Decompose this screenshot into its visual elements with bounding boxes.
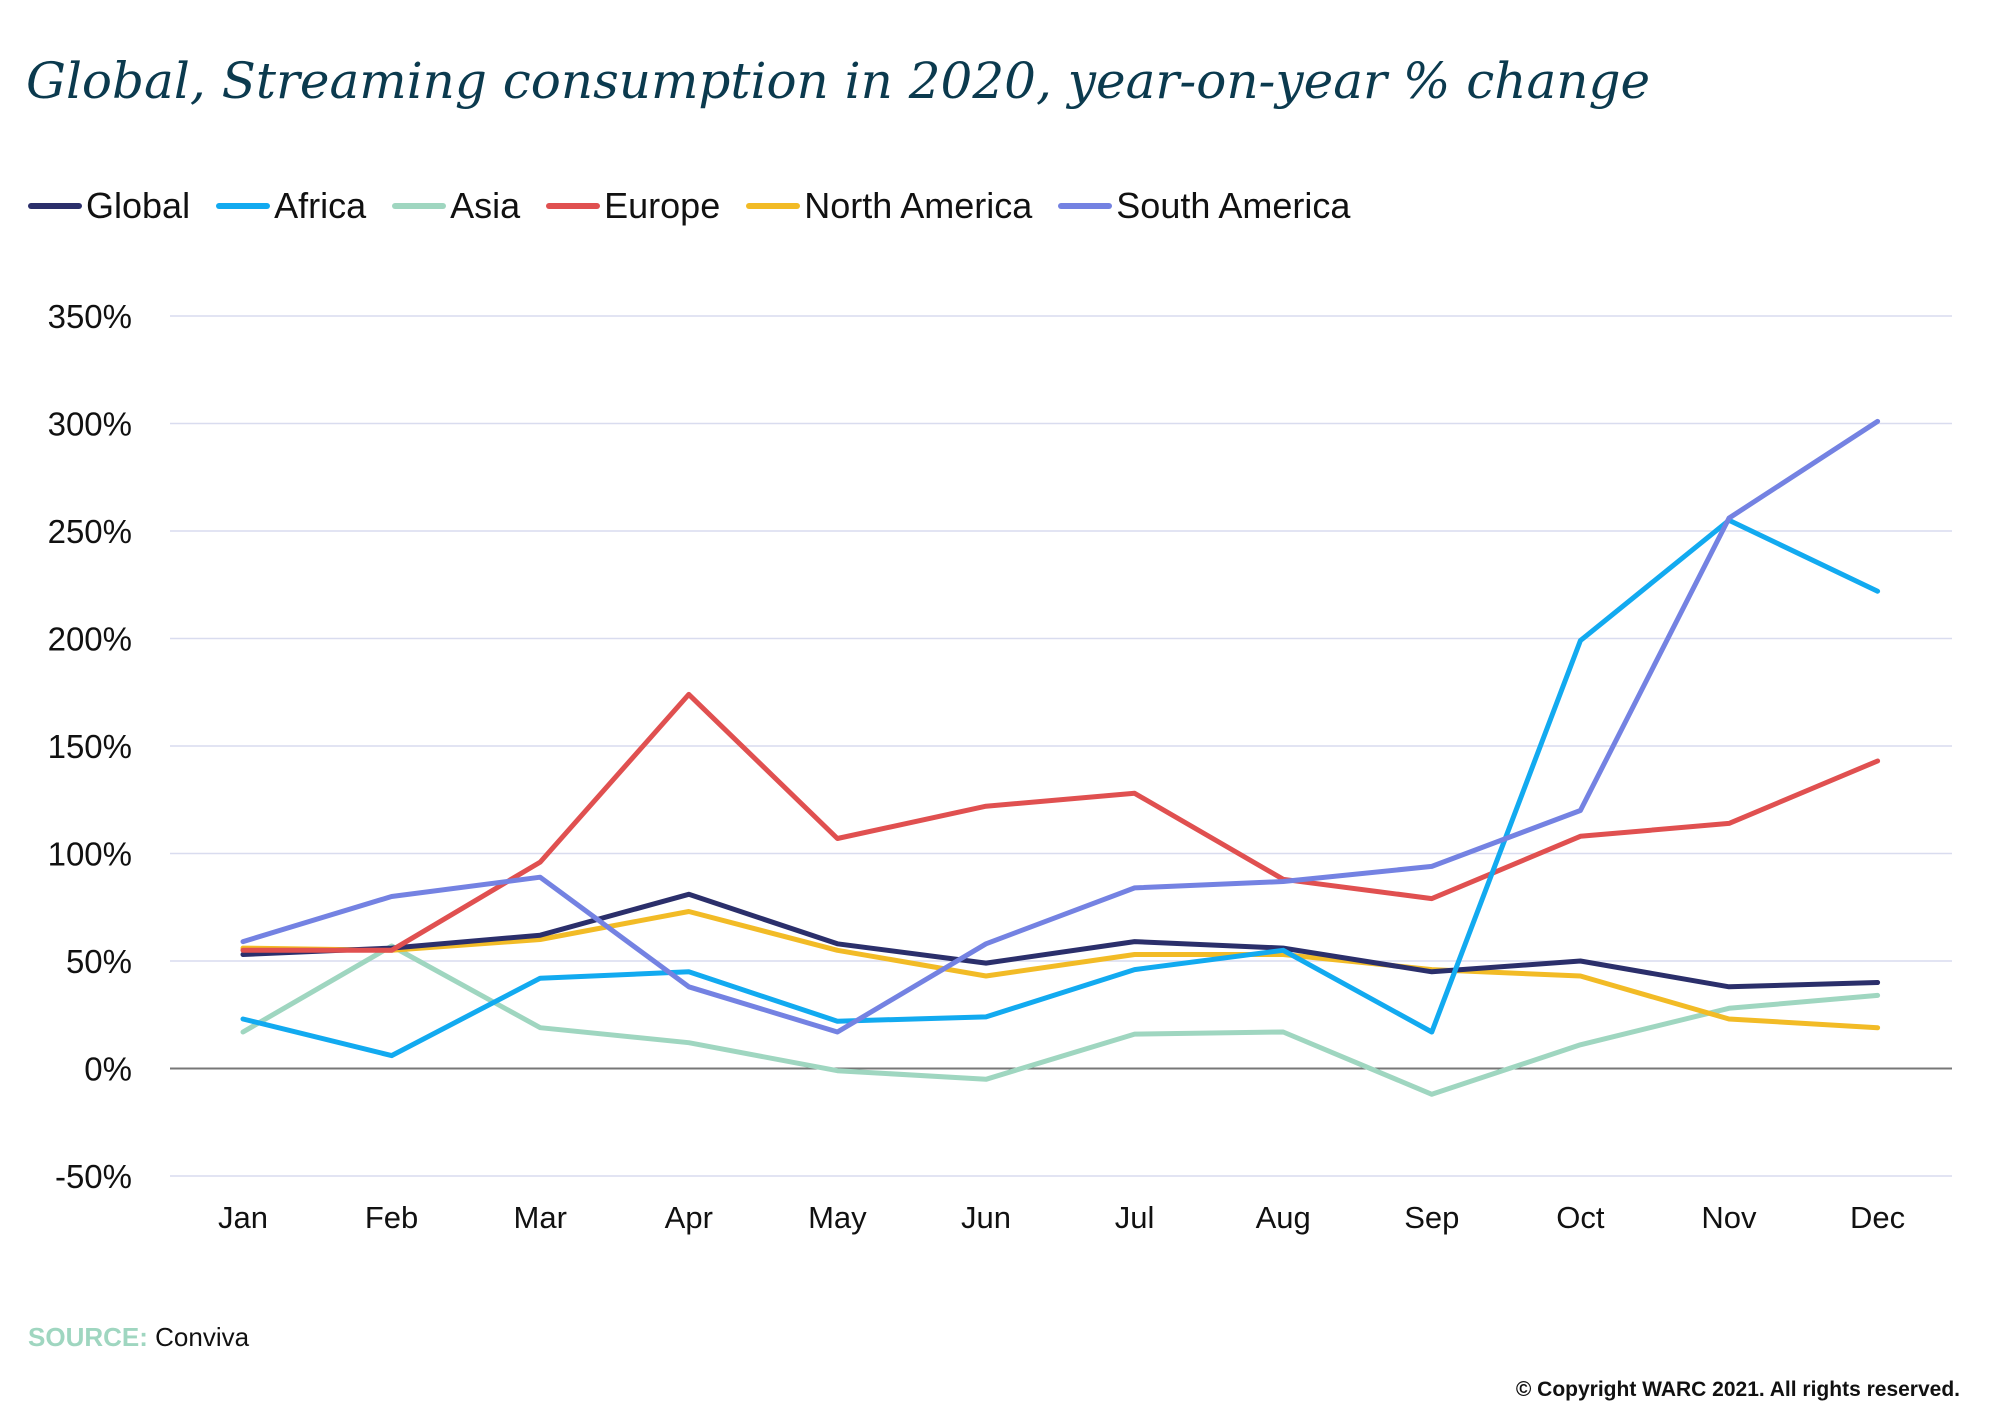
y-tick-label: 300% bbox=[48, 406, 132, 443]
x-tick-label: Oct bbox=[1556, 1200, 1605, 1235]
x-tick-label: Mar bbox=[514, 1200, 567, 1235]
series-line-south-america bbox=[240, 418, 1881, 1035]
x-tick-label: Feb bbox=[365, 1200, 418, 1235]
legend-label: Europe bbox=[604, 185, 721, 226]
x-tick-label: Aug bbox=[1256, 1200, 1311, 1235]
legend-label: Global bbox=[86, 185, 191, 226]
series-line-asia bbox=[240, 943, 1881, 1097]
x-tick-label: Jun bbox=[961, 1200, 1011, 1235]
y-tick-label: 100% bbox=[48, 836, 132, 873]
legend-item-asia: Asia bbox=[392, 185, 520, 227]
source-value: Conviva bbox=[155, 1322, 250, 1352]
legend-label: Africa bbox=[274, 185, 367, 226]
series-line-global bbox=[240, 891, 1881, 990]
legend-item-africa: Africa bbox=[216, 185, 366, 227]
legend-swatch bbox=[392, 203, 447, 209]
legend-item-global: Global bbox=[28, 185, 190, 227]
x-tick-label: Sep bbox=[1404, 1200, 1459, 1235]
copyright-note: © Copyright WARC 2021. All rights reserv… bbox=[1515, 1378, 1960, 1401]
x-tick-label: May bbox=[808, 1200, 867, 1235]
y-tick-label: 250% bbox=[48, 513, 132, 550]
legend-item-north-america: North America bbox=[746, 185, 1032, 227]
series-line-africa bbox=[240, 517, 1881, 1059]
y-tick-label: 350% bbox=[48, 298, 132, 335]
legend-label: North America bbox=[804, 185, 1033, 226]
x-tick-label: Jul bbox=[1115, 1200, 1155, 1235]
legend-label: South America bbox=[1116, 185, 1351, 226]
x-tick-label: Apr bbox=[665, 1200, 713, 1235]
legend: Global Africa Asia Europe North America South… bbox=[28, 183, 1376, 229]
y-tick-label: 150% bbox=[48, 728, 132, 765]
y-tick-label: 0% bbox=[84, 1051, 132, 1088]
chart-title: Global, Streaming consumption in 2020, y… bbox=[26, 52, 1651, 110]
y-tick-label: 50% bbox=[66, 943, 132, 980]
legend-swatch bbox=[546, 203, 601, 209]
x-tick-label: Jan bbox=[218, 1200, 268, 1235]
legend-swatch bbox=[1058, 203, 1113, 209]
legend-swatch bbox=[746, 203, 801, 209]
legend-item-europe: Europe bbox=[546, 185, 720, 227]
legend-item-south-america: South America bbox=[1058, 185, 1350, 227]
series-line-north-america bbox=[240, 909, 1881, 1031]
legend-swatch bbox=[28, 203, 82, 209]
source-label: SOURCE: bbox=[28, 1322, 148, 1352]
y-tick-label: -50% bbox=[55, 1158, 132, 1195]
legend-label: Asia bbox=[450, 185, 521, 226]
source-note: SOURCE: Conviva bbox=[28, 1322, 249, 1353]
x-tick-label: Dec bbox=[1850, 1200, 1905, 1235]
legend-swatch bbox=[216, 203, 271, 209]
series-line-europe bbox=[240, 691, 1881, 953]
y-tick-label: 200% bbox=[48, 621, 132, 658]
x-tick-label: Nov bbox=[1701, 1200, 1757, 1235]
